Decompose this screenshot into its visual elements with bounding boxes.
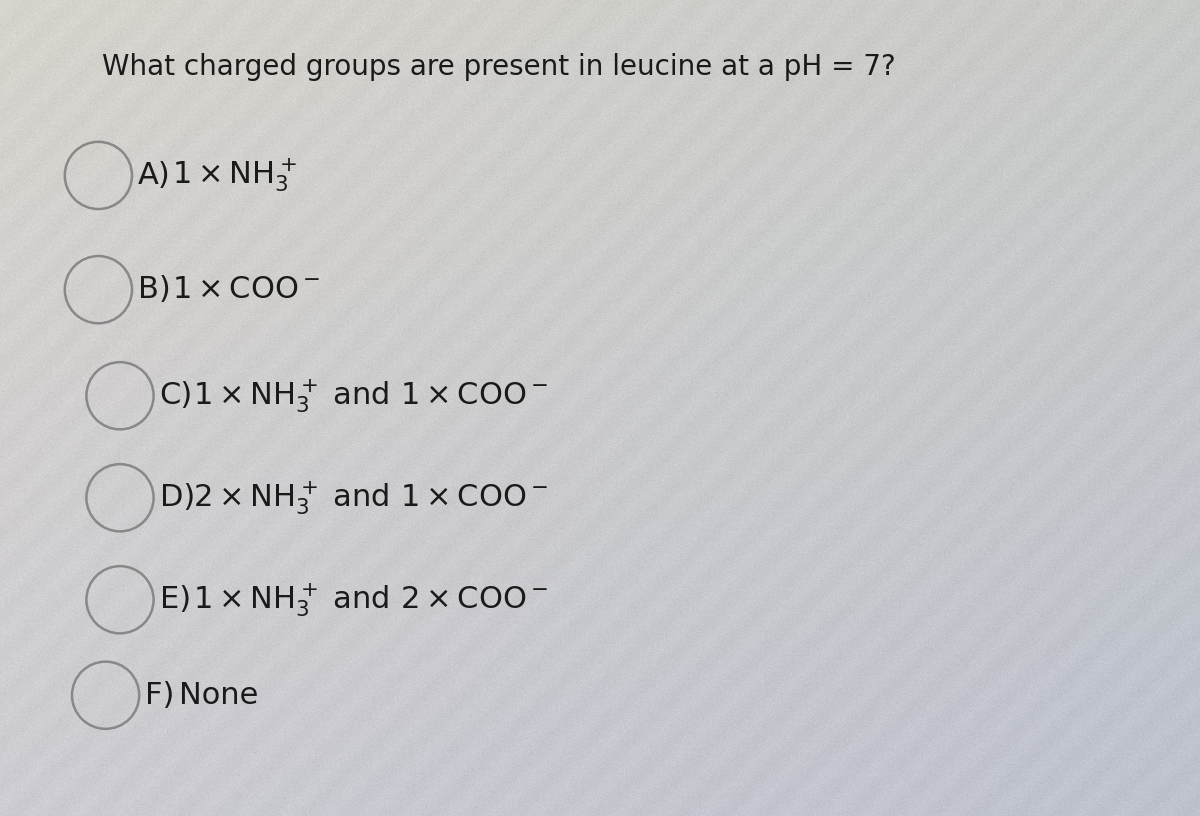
Text: $\mathregular{1 \times NH_3^+ \ and \ 2 \times COO^-}$: $\mathregular{1 \times NH_3^+ \ and \ 2 …: [193, 581, 548, 619]
Text: C): C): [160, 381, 193, 410]
Text: $\mathregular{1 \times NH_3^+ \ and \ 1 \times COO^-}$: $\mathregular{1 \times NH_3^+ \ and \ 1 …: [193, 377, 548, 415]
Text: $\mathregular{2 \times NH_3^+ \ and \ 1 \times COO^-}$: $\mathregular{2 \times NH_3^+ \ and \ 1 …: [193, 479, 548, 517]
Text: None: None: [179, 681, 258, 710]
Text: $\mathregular{1 \times COO^-}$: $\mathregular{1 \times COO^-}$: [172, 275, 320, 304]
Text: F): F): [145, 681, 174, 710]
Text: $\mathregular{1 \times NH_3^+}$: $\mathregular{1 \times NH_3^+}$: [172, 157, 296, 194]
Text: What charged groups are present in leucine at a pH = 7?: What charged groups are present in leuci…: [102, 53, 895, 81]
Text: E): E): [160, 585, 191, 614]
Text: A): A): [138, 161, 170, 190]
Text: D): D): [160, 483, 194, 512]
Text: B): B): [138, 275, 170, 304]
